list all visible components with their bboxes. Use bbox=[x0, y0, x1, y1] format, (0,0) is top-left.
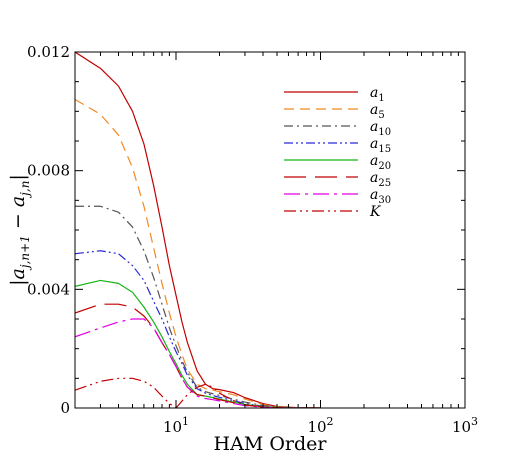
legend-label-2: a10 bbox=[370, 119, 391, 138]
series-line-2 bbox=[75, 205, 321, 408]
legend-label-4: a20 bbox=[370, 153, 391, 172]
legend-label-5: a25 bbox=[370, 170, 391, 189]
series-line-5 bbox=[75, 303, 321, 408]
legend-label-6: a30 bbox=[370, 187, 391, 206]
x-axis-title: HAM Order bbox=[214, 433, 328, 455]
legend-label-7: K bbox=[369, 204, 382, 220]
x-tick-label: 102 bbox=[307, 415, 333, 436]
series-line-7 bbox=[75, 377, 321, 408]
x-tick-label: 101 bbox=[163, 415, 189, 436]
plot-frame bbox=[74, 51, 466, 409]
y-axis-title-text: |aj,n+1 − aj,n| bbox=[7, 174, 32, 286]
y-tick-label: 0 bbox=[60, 399, 70, 417]
x-axis: 101 102 103 bbox=[74, 52, 478, 436]
legend-label-1: a5 bbox=[370, 102, 385, 121]
y-tick-label: 0.012 bbox=[27, 43, 70, 61]
y-tick-label: 0.004 bbox=[27, 280, 70, 298]
x-tick-label: 103 bbox=[452, 415, 478, 436]
legend-label-0: a1 bbox=[370, 85, 385, 104]
series-line-6 bbox=[75, 318, 321, 408]
series-layer bbox=[75, 52, 321, 408]
y-tick-label: 0.008 bbox=[27, 162, 70, 180]
y-axis-title: |aj,n+1 − aj,n| bbox=[7, 174, 32, 286]
legend-label-3: a15 bbox=[370, 136, 391, 155]
series-line-1 bbox=[75, 98, 321, 408]
series-line-0 bbox=[75, 52, 321, 408]
y-axis: 0 0.004 0.008 0.012 bbox=[27, 43, 465, 417]
